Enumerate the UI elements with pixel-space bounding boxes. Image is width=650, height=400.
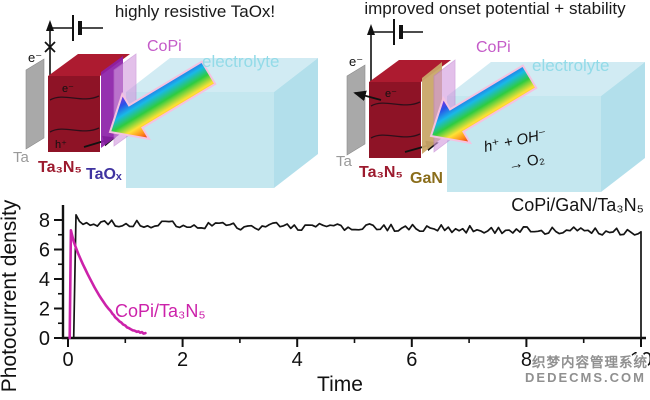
copi-label: CoPi [147,38,182,55]
x-tick-label: 2 [177,349,188,371]
right-wire-electron-label: e⁻ [349,54,363,69]
battery-icon [72,15,82,41]
gan-label: GaN [410,170,443,187]
battery-icon [393,19,403,45]
right-diagram-gan-scheme: improved onset potential + stability e⁻ … [336,0,645,192]
x-tick-label: 8 [521,349,532,371]
ta-plate [346,64,366,156]
ta3n5-block: e⁻ h⁺ [48,54,130,152]
x-tick-label: 10 [630,349,650,371]
copi-label: CoPi [476,39,511,56]
electrolyte-box [447,62,645,192]
series-label-1: CoPi/Ta₃N₅ [115,301,206,321]
electrolyte-box [126,58,318,188]
ta3n5-label: Ta₃N₅ [359,164,403,181]
y-tick-label: 2 [39,299,50,321]
ta-plate [25,58,45,150]
blocked-flow-x-icon [44,41,56,53]
ta-label: Ta [336,153,353,170]
watermark-line1: 织梦内容管理系统 [532,354,648,370]
left-block-electron-label: e⁻ [62,83,74,95]
x-axis-title: Time [317,373,363,396]
chart-plot-area: 0 2 4 6 8 0 2 4 6 8 10 CoPi/GaN/Ta₃N₅ CoPi/Ta₃N₅ [39,195,650,371]
right-title: improved onset potential + stability [364,0,626,18]
y-tick-label: 8 [39,210,50,232]
watermark-line2: DEDECMS.COM [525,370,646,385]
electron-flow-arrow-icon [367,24,375,35]
series-curve-copi-ta3n5 [68,229,147,340]
left-title: highly resistive TaOx! [115,2,275,21]
series-label-0: CoPi/GaN/Ta₃N₅ [511,195,644,215]
x-tick-label: 6 [406,349,417,371]
photocurrent-chart: Photocurrent density 0 2 4 6 8 0 2 4 6 8 10 CoPi/Ga… [0,195,650,396]
ta3n5-block: e⁻ [353,60,451,158]
rainbow-light-arrow-icon [429,64,538,145]
electrolyte-label: electrolyte [202,52,279,71]
left-wire-electron-label: e⁻ [28,50,42,65]
ta3n5-label: Ta₃N₅ [38,159,82,176]
watermark: 织梦内容管理系统 DEDECMS.COM [524,353,648,387]
left-circuit-wire: e⁻ [28,15,103,80]
taox-label: TaOₓ [86,166,122,183]
ta-label: Ta [13,149,30,166]
electron-extraction-arrow-icon [353,90,382,102]
x-tick-label: 4 [292,349,303,371]
right-block-electron-label: e⁻ [385,88,397,100]
electrolyte-label: electrolyte [532,56,609,75]
rainbow-light-arrow-icon [108,60,217,141]
y-axis-title: Photocurrent density [0,199,21,392]
left-block-hole-label: h⁺ [55,139,67,151]
y-tick-label: 6 [39,240,50,262]
y-tick-label: 0 [39,328,50,350]
series-curve-copi-gan-ta3n5 [72,213,642,339]
electron-flow-arrow-icon [46,20,54,31]
x-tick-label: 0 [62,349,73,371]
left-diagram-taox-scheme: highly resistive TaOx! e⁻ e⁻ [13,2,318,188]
y-tick-label: 4 [39,269,50,291]
right-circuit-wire: e⁻ [349,19,423,85]
